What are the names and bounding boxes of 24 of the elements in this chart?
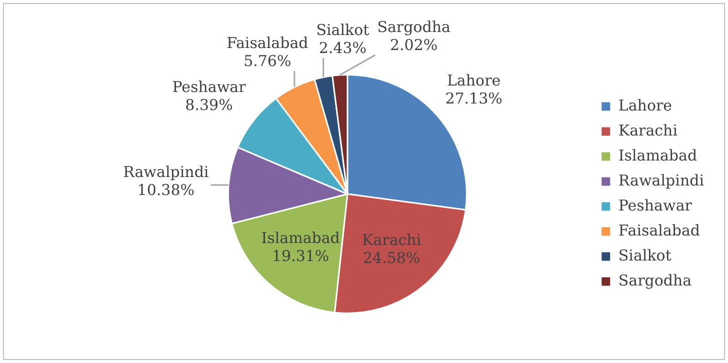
legend-label: Karachi [618, 121, 678, 140]
legend-label: Peshawar [618, 196, 693, 214]
data-label: 2.02% [390, 36, 438, 54]
legend-label: Sialkot [618, 246, 672, 264]
slice-label: Faisalabad [226, 34, 309, 52]
data-label: 5.76% [244, 52, 292, 70]
slice-label: Lahore [446, 71, 501, 90]
data-label: 2.43% [318, 38, 367, 57]
data-label: 19.31% [272, 246, 330, 265]
legend-label: Sargodha [618, 271, 692, 290]
slice-label: Peshawar [172, 78, 247, 96]
data-label: 24.58% [362, 249, 420, 268]
data-label: 27.13% [445, 89, 502, 108]
slice-label: Rawalpindi [123, 162, 209, 181]
slice-label: Sialkot [316, 20, 370, 39]
legend-label: Faisalabad [618, 221, 700, 240]
data-label: 8.39% [185, 96, 233, 114]
legend-label: Islamabad [618, 146, 698, 164]
legend-label: Lahore [618, 96, 672, 114]
slice-label: Islamabad [261, 228, 340, 247]
legend-label: Rawalpindi [618, 171, 704, 190]
data-label: 10.38% [137, 180, 195, 199]
slice-label: Karachi [362, 231, 422, 250]
slice-label: Sargodha [377, 18, 450, 36]
